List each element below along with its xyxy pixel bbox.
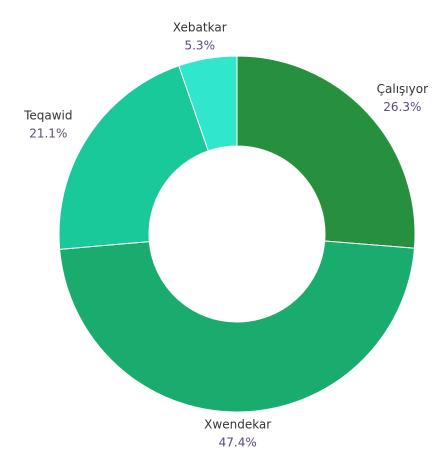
slice-label: Çalışıyor: [377, 82, 428, 96]
slice-value-label: 5.3%: [184, 38, 215, 52]
slice-label: Xebatkar: [173, 20, 227, 34]
slice-value-label: 47.4%: [219, 435, 257, 449]
slice: [59, 240, 415, 413]
slice-label: Teqawid: [23, 109, 72, 123]
slice-value-label: 21.1%: [29, 127, 67, 141]
slice-value-label: 26.3%: [383, 100, 421, 114]
slice: [58, 65, 209, 250]
slice: [236, 55, 416, 249]
slice-label: Xwendekar: [204, 417, 271, 431]
slice: [178, 55, 238, 152]
